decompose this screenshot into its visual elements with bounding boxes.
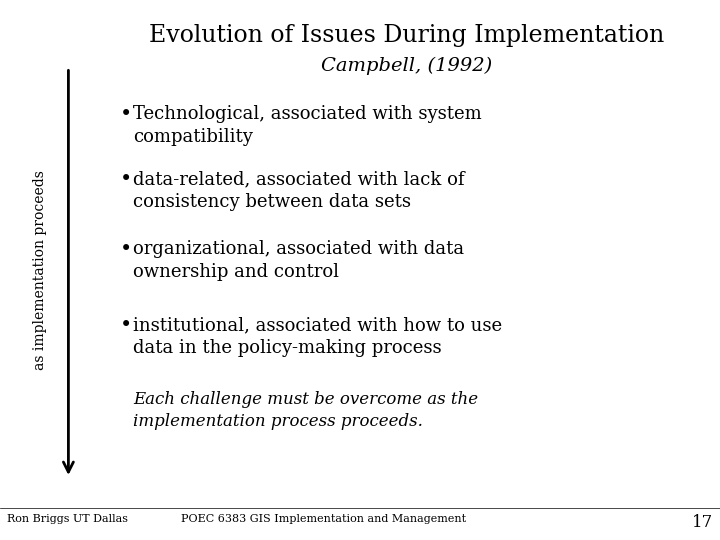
Text: Evolution of Issues During Implementation: Evolution of Issues During Implementatio… <box>149 24 665 48</box>
Text: data-related, associated with lack of
consistency between data sets: data-related, associated with lack of co… <box>133 170 464 211</box>
Text: •: • <box>120 316 132 335</box>
Text: •: • <box>120 170 132 189</box>
Text: institutional, associated with how to use
data in the policy-making process: institutional, associated with how to us… <box>133 316 503 357</box>
Text: •: • <box>120 105 132 124</box>
Text: Ron Briggs UT Dallas: Ron Briggs UT Dallas <box>7 514 128 524</box>
Text: Technological, associated with system
compatibility: Technological, associated with system co… <box>133 105 482 146</box>
Text: Each challenge must be overcome as the
implementation process proceeds.: Each challenge must be overcome as the i… <box>133 392 478 430</box>
Text: POEC 6383 GIS Implementation and Management: POEC 6383 GIS Implementation and Managem… <box>181 514 467 524</box>
Text: Campbell, (1992): Campbell, (1992) <box>321 57 492 75</box>
Text: •: • <box>120 240 132 259</box>
Text: organizational, associated with data
ownership and control: organizational, associated with data own… <box>133 240 464 281</box>
Text: as implementation proceeds: as implementation proceeds <box>32 170 47 370</box>
Text: 17: 17 <box>691 514 713 531</box>
